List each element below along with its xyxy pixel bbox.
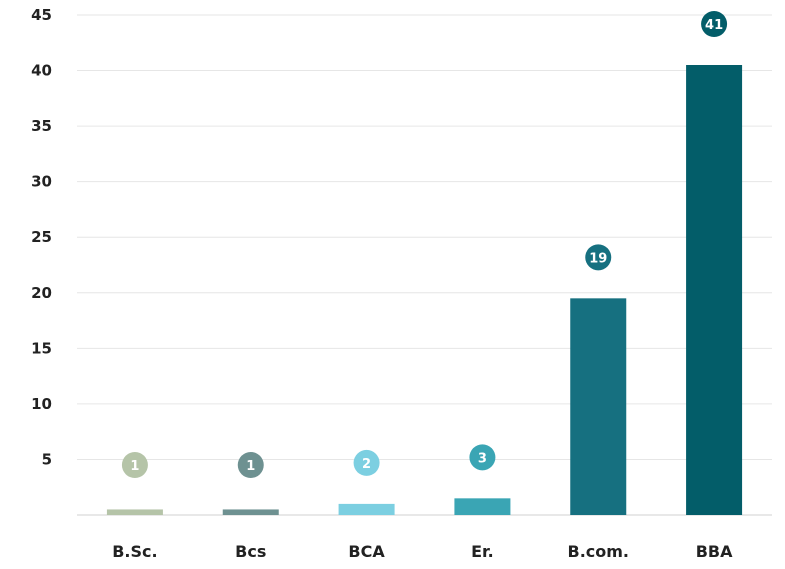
bar: [686, 65, 743, 515]
gridlines: [77, 14, 772, 460]
data-label: 2: [353, 449, 380, 476]
data-label-badge: [121, 452, 148, 478]
data-label-badge: [585, 244, 612, 271]
data-label-badge: [353, 449, 380, 476]
data-label-value: 1: [130, 459, 139, 474]
y-tick-label: 10: [31, 395, 52, 413]
x-tick-label: B.com.: [568, 542, 630, 561]
bar: [222, 509, 279, 515]
y-tick-label: 30: [31, 173, 52, 191]
data-label-value: 41: [705, 18, 723, 33]
data-label: 1: [121, 452, 148, 478]
data-label: 41: [701, 11, 728, 37]
data-label-badge: [237, 452, 264, 478]
y-tick-label: 5: [42, 450, 52, 468]
y-tick-label: 20: [31, 284, 52, 302]
y-tick-label: 25: [31, 228, 52, 246]
y-tick-label: 15: [31, 339, 52, 357]
data-label-value: 1: [246, 459, 255, 474]
data-label-value: 3: [478, 451, 487, 466]
bar: [338, 503, 395, 515]
x-tick-label: Er.: [471, 542, 494, 561]
data-label: 19: [585, 244, 612, 271]
data-label: 3: [469, 444, 496, 471]
y-tick-label: 35: [31, 117, 52, 135]
data-label-badge: [469, 444, 496, 471]
y-tick-label: 40: [31, 62, 52, 80]
data-label-badge: [701, 11, 728, 37]
bar: [570, 298, 627, 515]
x-tick-label: BCA: [348, 542, 385, 561]
data-label: 1: [237, 452, 264, 478]
x-tick-label: BBA: [696, 542, 733, 561]
bar: [454, 498, 511, 515]
x-tick-label: B.Sc.: [112, 542, 157, 561]
data-labels: 1 1 2 3 19 41: [121, 11, 728, 478]
bars: [106, 65, 743, 515]
y-axis-ticks: 5 10 15 20 25 30 35 40 45: [31, 6, 52, 468]
bar: [106, 509, 163, 515]
data-label-value: 19: [589, 251, 607, 266]
data-label-value: 2: [362, 457, 371, 472]
x-tick-label: Bcs: [235, 542, 266, 561]
y-tick-label: 45: [31, 6, 52, 24]
x-axis-ticks: B.Sc. Bcs BCA Er. B.com. BBA: [112, 542, 733, 561]
